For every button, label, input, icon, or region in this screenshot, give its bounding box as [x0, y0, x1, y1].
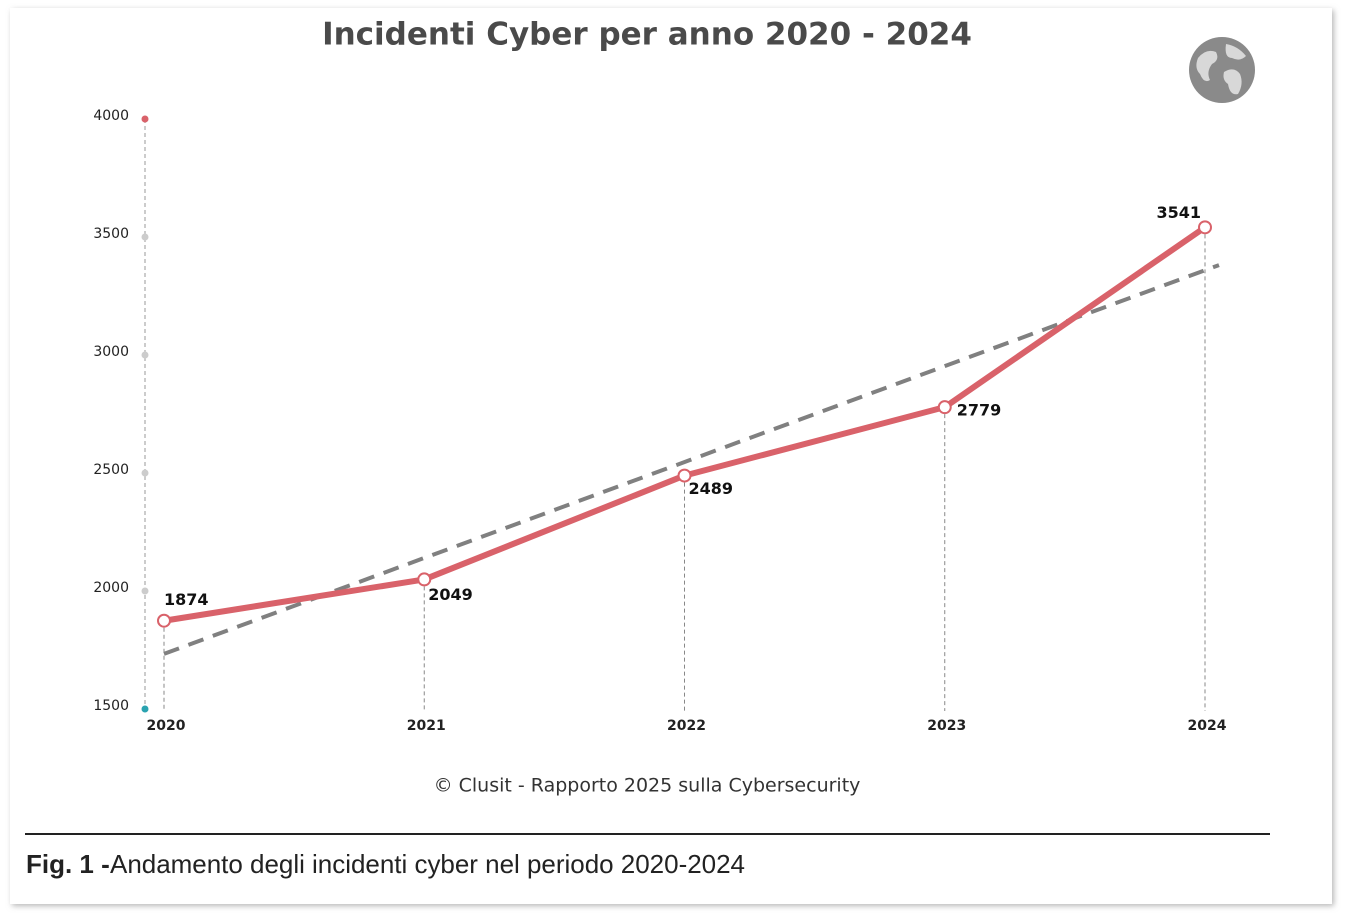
- caption-text: Andamento degli incidenti cyber nel peri…: [110, 849, 745, 879]
- x-tick-label: 2023: [927, 718, 966, 734]
- y-tick-label: 4000: [93, 108, 129, 124]
- chart-title: Incidenti Cyber per anno 2020 - 2024: [322, 17, 972, 53]
- y-tick-mark: [141, 233, 149, 241]
- y-tick-label: 2000: [93, 580, 129, 596]
- globe-icon: [1189, 37, 1255, 103]
- data-label: 2779: [957, 401, 1002, 420]
- trend-line: [163, 263, 1220, 656]
- data-point: [1198, 220, 1212, 235]
- y-tick-label: 3000: [93, 344, 129, 360]
- caption-label: Fig. 1 -: [26, 849, 110, 879]
- source-note: © Clusit - Rapporto 2025 sulla Cybersecu…: [434, 775, 861, 797]
- data-point: [417, 572, 432, 587]
- y-tick-mark: [141, 351, 149, 359]
- y-tick-label: 2500: [93, 462, 129, 478]
- data-label: 1874: [164, 590, 209, 609]
- data-point: [677, 468, 692, 483]
- data-label: 2489: [689, 479, 734, 498]
- y-tick-mark: [141, 705, 149, 713]
- y-tick-label: 1500: [93, 698, 129, 714]
- frame: [10, 8, 1332, 904]
- x-tick-label: 2020: [147, 718, 186, 734]
- data-point: [157, 613, 171, 628]
- y-tick-mark: [141, 469, 149, 477]
- x-tick-label: 2024: [1188, 718, 1227, 734]
- data-label: 2049: [428, 585, 473, 604]
- y-tick-label: 3500: [93, 226, 129, 242]
- x-tick-label: 2022: [667, 718, 706, 734]
- x-tick-label: 2021: [407, 718, 446, 734]
- data-label: 3541: [1156, 203, 1201, 222]
- y-tick-mark: [141, 587, 149, 595]
- data-point: [937, 400, 952, 415]
- y-tick-mark: [141, 115, 149, 123]
